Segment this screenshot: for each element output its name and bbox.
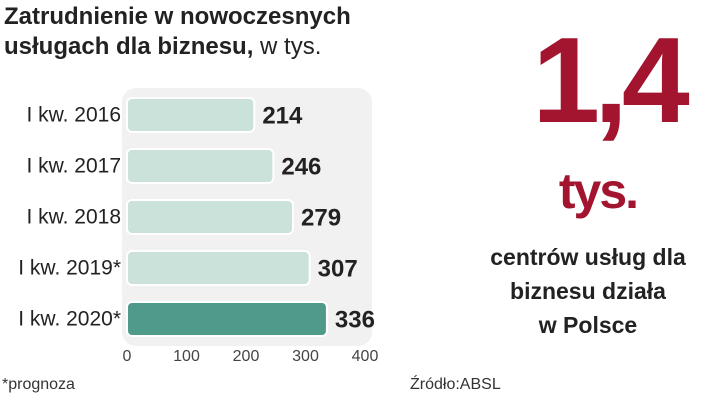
highlight-unit: tys. bbox=[559, 163, 637, 219]
value-label: 307 bbox=[318, 255, 358, 282]
y-tick-label: I kw. 2016 bbox=[26, 104, 121, 127]
source: Źródło:ABSL bbox=[410, 374, 501, 393]
bar bbox=[126, 250, 311, 286]
x-tick-label: 300 bbox=[292, 348, 319, 365]
highlight-line: centrów usług dla bbox=[490, 244, 686, 270]
value-label: 336 bbox=[335, 306, 375, 333]
x-tick-label: 0 bbox=[123, 348, 132, 365]
y-tick-label: I kw. 2019* bbox=[18, 257, 121, 280]
footnote: *prognoza bbox=[2, 376, 75, 393]
y-tick-label: I kw. 2017 bbox=[26, 155, 121, 178]
highlight-line: w Polsce bbox=[538, 312, 637, 338]
chart-title: Zatrudnienie w nowoczesnych usługach dla… bbox=[4, 2, 394, 62]
x-tick-label: 400 bbox=[352, 348, 379, 365]
value-label: 279 bbox=[301, 204, 341, 231]
bar bbox=[126, 148, 275, 184]
bar bbox=[126, 199, 295, 235]
x-tick-label: 200 bbox=[233, 348, 260, 365]
y-tick-label: I kw. 2020* bbox=[18, 308, 121, 331]
highlight-value: 1,4 bbox=[532, 12, 690, 148]
title-text: Zatrudnienie w nowoczesnych usługach dla… bbox=[4, 3, 351, 60]
bar bbox=[126, 97, 256, 133]
x-tick-label: 100 bbox=[173, 348, 200, 365]
value-label: 214 bbox=[262, 102, 303, 129]
bar bbox=[126, 301, 328, 337]
unit-text: w tys. bbox=[260, 33, 322, 60]
highlight-line: biznesu działa bbox=[510, 278, 666, 304]
y-tick-label: I kw. 2018 bbox=[26, 206, 121, 229]
value-label: 246 bbox=[281, 153, 321, 180]
